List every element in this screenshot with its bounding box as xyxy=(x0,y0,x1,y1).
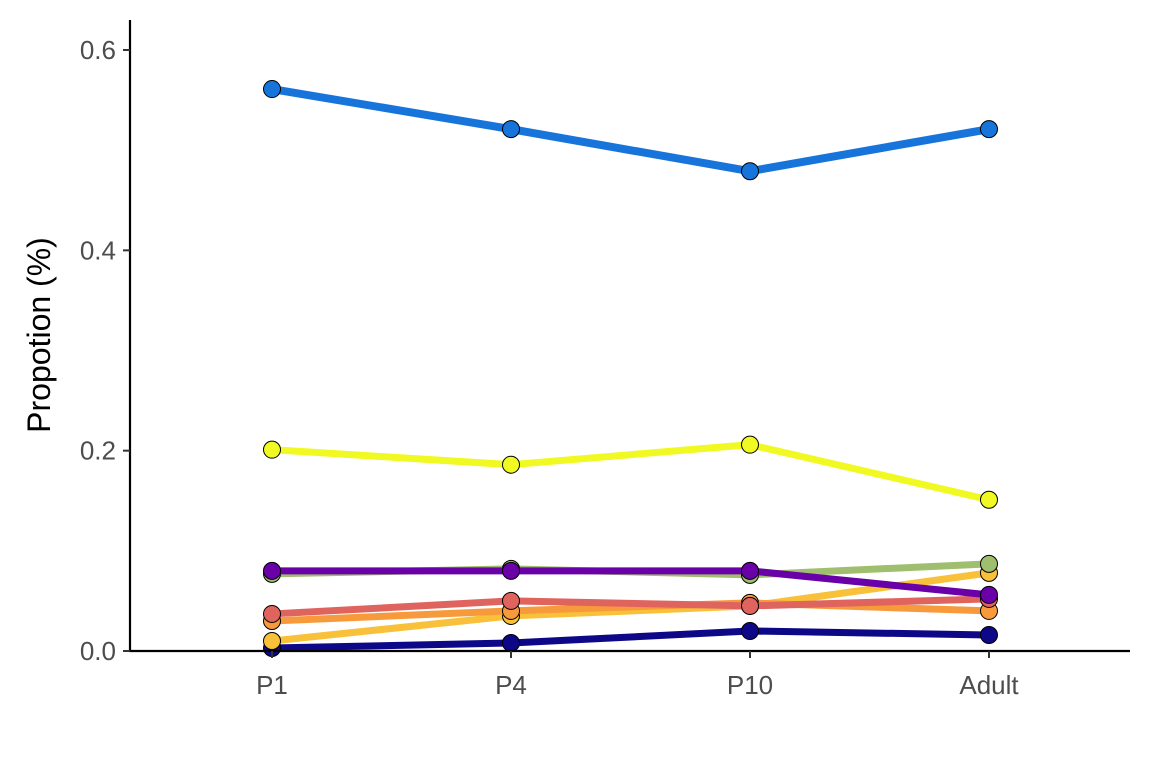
data-point xyxy=(980,490,998,509)
data-point xyxy=(263,440,281,459)
data-point xyxy=(741,435,759,454)
data-point xyxy=(263,80,281,99)
data-point xyxy=(263,561,281,580)
data-point xyxy=(502,591,520,610)
series-line xyxy=(271,599,990,625)
data-point xyxy=(502,120,520,139)
y-tick-label: 0.6 xyxy=(80,35,116,65)
y-axis-title: Propotion (%) xyxy=(21,237,57,433)
series-line xyxy=(271,85,990,176)
data-point xyxy=(980,585,998,604)
series-line xyxy=(271,569,990,645)
y-tick-label: 0.2 xyxy=(80,436,116,466)
data-point xyxy=(741,561,759,580)
y-tick-label: 0.4 xyxy=(80,235,116,265)
data-point xyxy=(980,120,998,139)
data-point xyxy=(263,631,281,650)
data-point xyxy=(741,596,759,615)
series-6 xyxy=(263,561,998,604)
axes-layer: 0.0 0.2 0.4 0.6 P1 P4 P10 Adult xyxy=(80,20,1130,700)
series-7 xyxy=(263,435,998,509)
data-point xyxy=(741,621,759,640)
series-line xyxy=(271,627,990,652)
x-tick-label: P4 xyxy=(495,670,527,700)
x-tick-label: P10 xyxy=(727,670,773,700)
x-tick-label: P1 xyxy=(256,670,288,700)
series-line xyxy=(272,567,990,599)
data-point xyxy=(980,554,998,573)
data-point xyxy=(502,455,520,474)
data-point xyxy=(263,604,281,623)
series-1 xyxy=(263,621,998,657)
data-point xyxy=(980,625,998,644)
y-tick-label: 0.0 xyxy=(80,636,116,666)
series-layer xyxy=(263,80,998,657)
data-point xyxy=(502,561,520,580)
series-line xyxy=(271,595,990,618)
data-point xyxy=(502,633,520,652)
series-8 xyxy=(263,80,998,181)
series-line xyxy=(271,441,990,504)
data-point xyxy=(741,162,759,181)
x-tick-label: Adult xyxy=(959,670,1019,700)
